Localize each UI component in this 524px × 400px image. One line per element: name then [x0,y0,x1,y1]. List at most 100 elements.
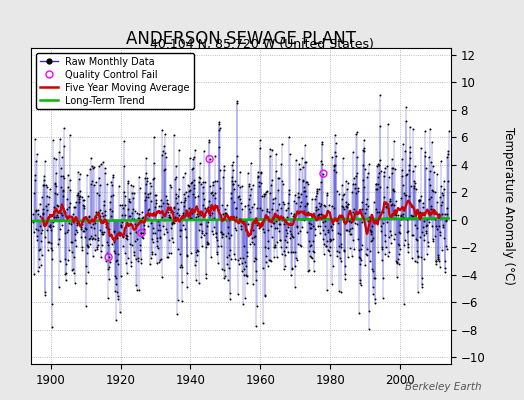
Point [320,223,329,229]
Point [422,228,430,234]
Point [359,162,367,168]
Point [252,323,260,329]
Point [141,181,150,188]
Point [76,188,84,194]
Point [107,193,115,199]
Point [146,180,155,186]
Point [47,247,56,254]
Point [353,170,361,176]
Point [389,236,398,242]
Point [325,238,334,244]
Point [432,171,441,178]
Point [171,214,179,220]
Point [257,192,266,199]
Point [297,190,305,197]
Point [175,146,183,153]
Point [144,222,152,229]
Point [277,243,285,250]
Point [159,231,168,237]
Point [130,221,139,227]
Point [203,223,212,229]
Point [99,213,107,220]
Point [402,171,411,178]
Point [102,224,110,230]
Point [233,100,241,106]
Point [176,233,184,239]
Point [66,132,74,138]
Point [131,238,139,244]
Point [153,243,161,249]
Point [330,205,338,211]
Point [154,245,162,251]
Point [440,234,448,241]
Point [84,269,93,276]
Point [106,206,115,212]
Point [348,149,357,156]
Point [121,193,129,199]
Point [244,221,252,227]
Point [392,258,401,264]
Point [444,151,452,158]
Point [440,178,448,184]
Point [223,260,231,267]
Point [230,186,238,192]
Point [299,178,307,184]
Point [213,178,222,184]
Point [122,234,130,241]
Point [253,222,261,228]
Point [149,176,157,182]
Point [184,182,192,188]
Point [75,170,84,177]
Point [438,246,446,253]
Point [247,160,255,166]
Point [304,209,312,216]
Point [382,204,390,210]
Point [346,225,354,232]
Point [107,241,116,248]
Point [332,140,340,146]
Point [312,217,320,224]
Point [252,268,260,274]
Point [357,246,365,252]
Point [242,262,250,269]
Point [366,258,374,264]
Point [191,194,199,200]
Point [421,164,430,171]
Point [118,218,126,225]
Point [243,272,251,279]
Point [326,252,334,258]
Point [164,201,172,207]
Point [334,215,343,221]
Point [158,127,166,134]
Point [192,277,201,283]
Point [86,235,94,241]
Point [438,190,446,196]
Point [104,254,113,260]
Point [433,254,442,260]
Point [411,180,419,187]
Point [259,226,267,232]
Point [37,230,45,236]
Point [315,211,323,218]
Point [206,202,215,208]
Point [293,223,301,229]
Point [411,186,420,192]
Point [80,204,88,211]
Point [403,228,411,235]
Point [163,200,171,206]
Point [72,226,80,233]
Point [301,159,310,165]
Point [100,198,108,204]
Point [48,255,57,262]
Point [87,224,95,230]
Point [342,178,351,184]
Point [40,176,48,183]
Point [297,198,305,205]
Point [106,212,115,219]
Point [387,201,396,207]
Point [384,253,392,260]
Point [443,205,451,211]
Point [186,187,194,194]
Point [388,165,397,171]
Point [123,269,132,276]
